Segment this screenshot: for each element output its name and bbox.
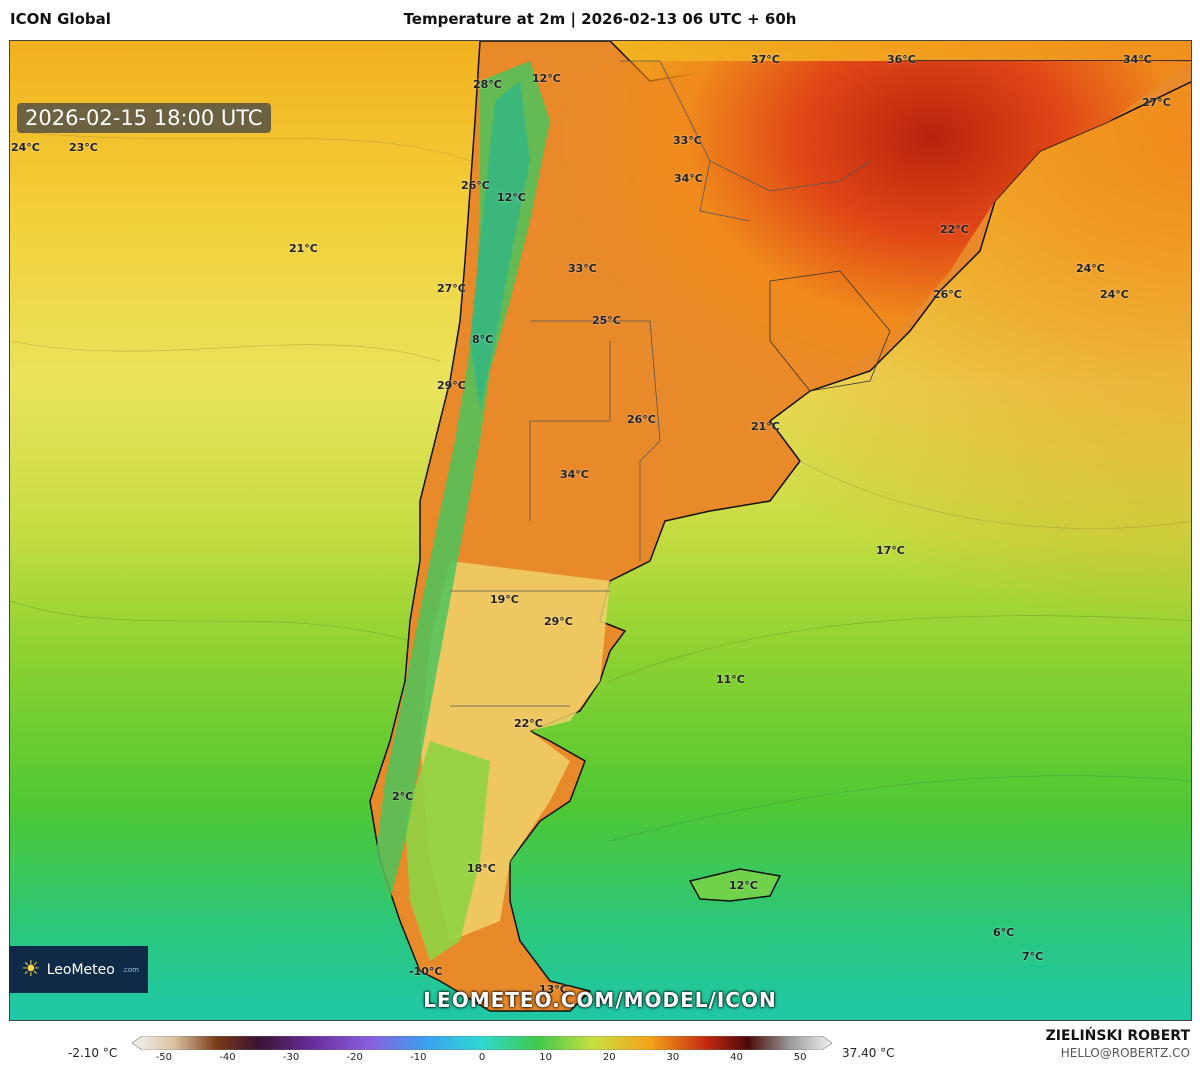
colorbar-tick: -30 — [282, 1052, 300, 1063]
temp-label: 22°C — [940, 223, 969, 236]
model-name: ICON Global — [10, 10, 111, 28]
author-email[interactable]: HELLO@ROBERTZ.CO — [1060, 1046, 1190, 1060]
temp-label: 12°C — [532, 72, 561, 85]
temp-label: 26°C — [461, 179, 490, 192]
leometeo-logo[interactable]: ☀ LeoMeteo .com — [9, 946, 148, 993]
temp-label: 12°C — [497, 191, 526, 204]
colorbar-tick: -20 — [346, 1052, 363, 1063]
temp-label: 12°C — [729, 879, 758, 892]
temp-label: 27°C — [1142, 96, 1171, 109]
colorbar-tick: 30 — [666, 1052, 680, 1063]
colorbar-tick: -40 — [219, 1052, 236, 1063]
map-canvas — [10, 41, 1191, 1020]
colorbar-gradient — [132, 1036, 832, 1050]
sun-icon: ☀ — [21, 956, 41, 982]
temp-label: 27°C — [437, 282, 466, 295]
temp-label: 2°C — [392, 790, 414, 803]
logo-suffix: .com — [121, 965, 140, 974]
temp-label: 8°C — [472, 333, 494, 346]
temp-label: -10°C — [409, 965, 443, 978]
colorbar-tick: 40 — [730, 1052, 743, 1063]
temp-label: 34°C — [1123, 53, 1152, 66]
temp-label: 21°C — [289, 242, 318, 255]
colorbar-min-label: -2.10 °C — [68, 1046, 118, 1060]
colorbar-tick: -50 — [155, 1052, 172, 1063]
colorbar-ticks: -50 -40 -30 -20 -10 0 10 20 30 40 50 — [0, 1052, 1200, 1066]
temp-label: 24°C — [1100, 288, 1129, 301]
temp-label: 24°C — [1076, 262, 1105, 275]
temp-label: 22°C — [514, 717, 543, 730]
temp-label: 28°C — [473, 78, 502, 91]
temp-label: 33°C — [568, 262, 597, 275]
colorbar-max-label: 37.40 °C — [842, 1046, 895, 1060]
watermark-url[interactable]: LEOMETEO.COM/MODEL/ICON — [423, 988, 777, 1012]
temp-label: 7°C — [1022, 950, 1044, 963]
author-name: ZIELIŃSKI ROBERT — [1045, 1028, 1190, 1044]
temp-label: 26°C — [933, 288, 962, 301]
valid-time-badge: 2026-02-15 18:00 UTC — [17, 103, 271, 133]
temperature-map[interactable]: 2026-02-15 18:00 UTC 37°C 36°C 34°C 27°C… — [9, 40, 1192, 1021]
temp-label: 17°C — [876, 544, 905, 557]
colorbar-tick: 50 — [793, 1052, 807, 1063]
temp-label: 29°C — [544, 615, 573, 628]
colorbar-tick: -10 — [410, 1052, 427, 1063]
temp-label: 23°C — [69, 141, 98, 154]
temp-label: 34°C — [674, 172, 703, 185]
colorbar-tick: 10 — [539, 1052, 552, 1063]
temp-label: 34°C — [560, 468, 589, 481]
colorbar: -2.10 °C -50 -40 -30 -20 -10 0 10 2 — [0, 1028, 1200, 1066]
temp-label: 19°C — [490, 593, 519, 606]
temp-label: 26°C — [627, 413, 656, 426]
chart-title: Temperature at 2m | 2026-02-13 06 UTC + … — [403, 10, 797, 28]
temp-label: 13°C — [539, 983, 568, 996]
temp-label: 24°C — [11, 141, 40, 154]
logo-name: LeoMeteo — [46, 961, 115, 978]
temp-label: 25°C — [592, 314, 621, 327]
temp-label: 11°C — [716, 673, 745, 686]
temp-label: 37°C — [751, 53, 780, 66]
temp-label: 6°C — [993, 926, 1015, 939]
colorbar-tick: 20 — [602, 1052, 616, 1063]
temp-label: 29°C — [437, 379, 466, 392]
temp-label: 18°C — [467, 862, 496, 875]
colorbar-tick: 0 — [478, 1052, 486, 1063]
temp-label: 33°C — [673, 134, 702, 147]
temp-label: 36°C — [887, 53, 916, 66]
temp-label: 21°C — [751, 420, 780, 433]
